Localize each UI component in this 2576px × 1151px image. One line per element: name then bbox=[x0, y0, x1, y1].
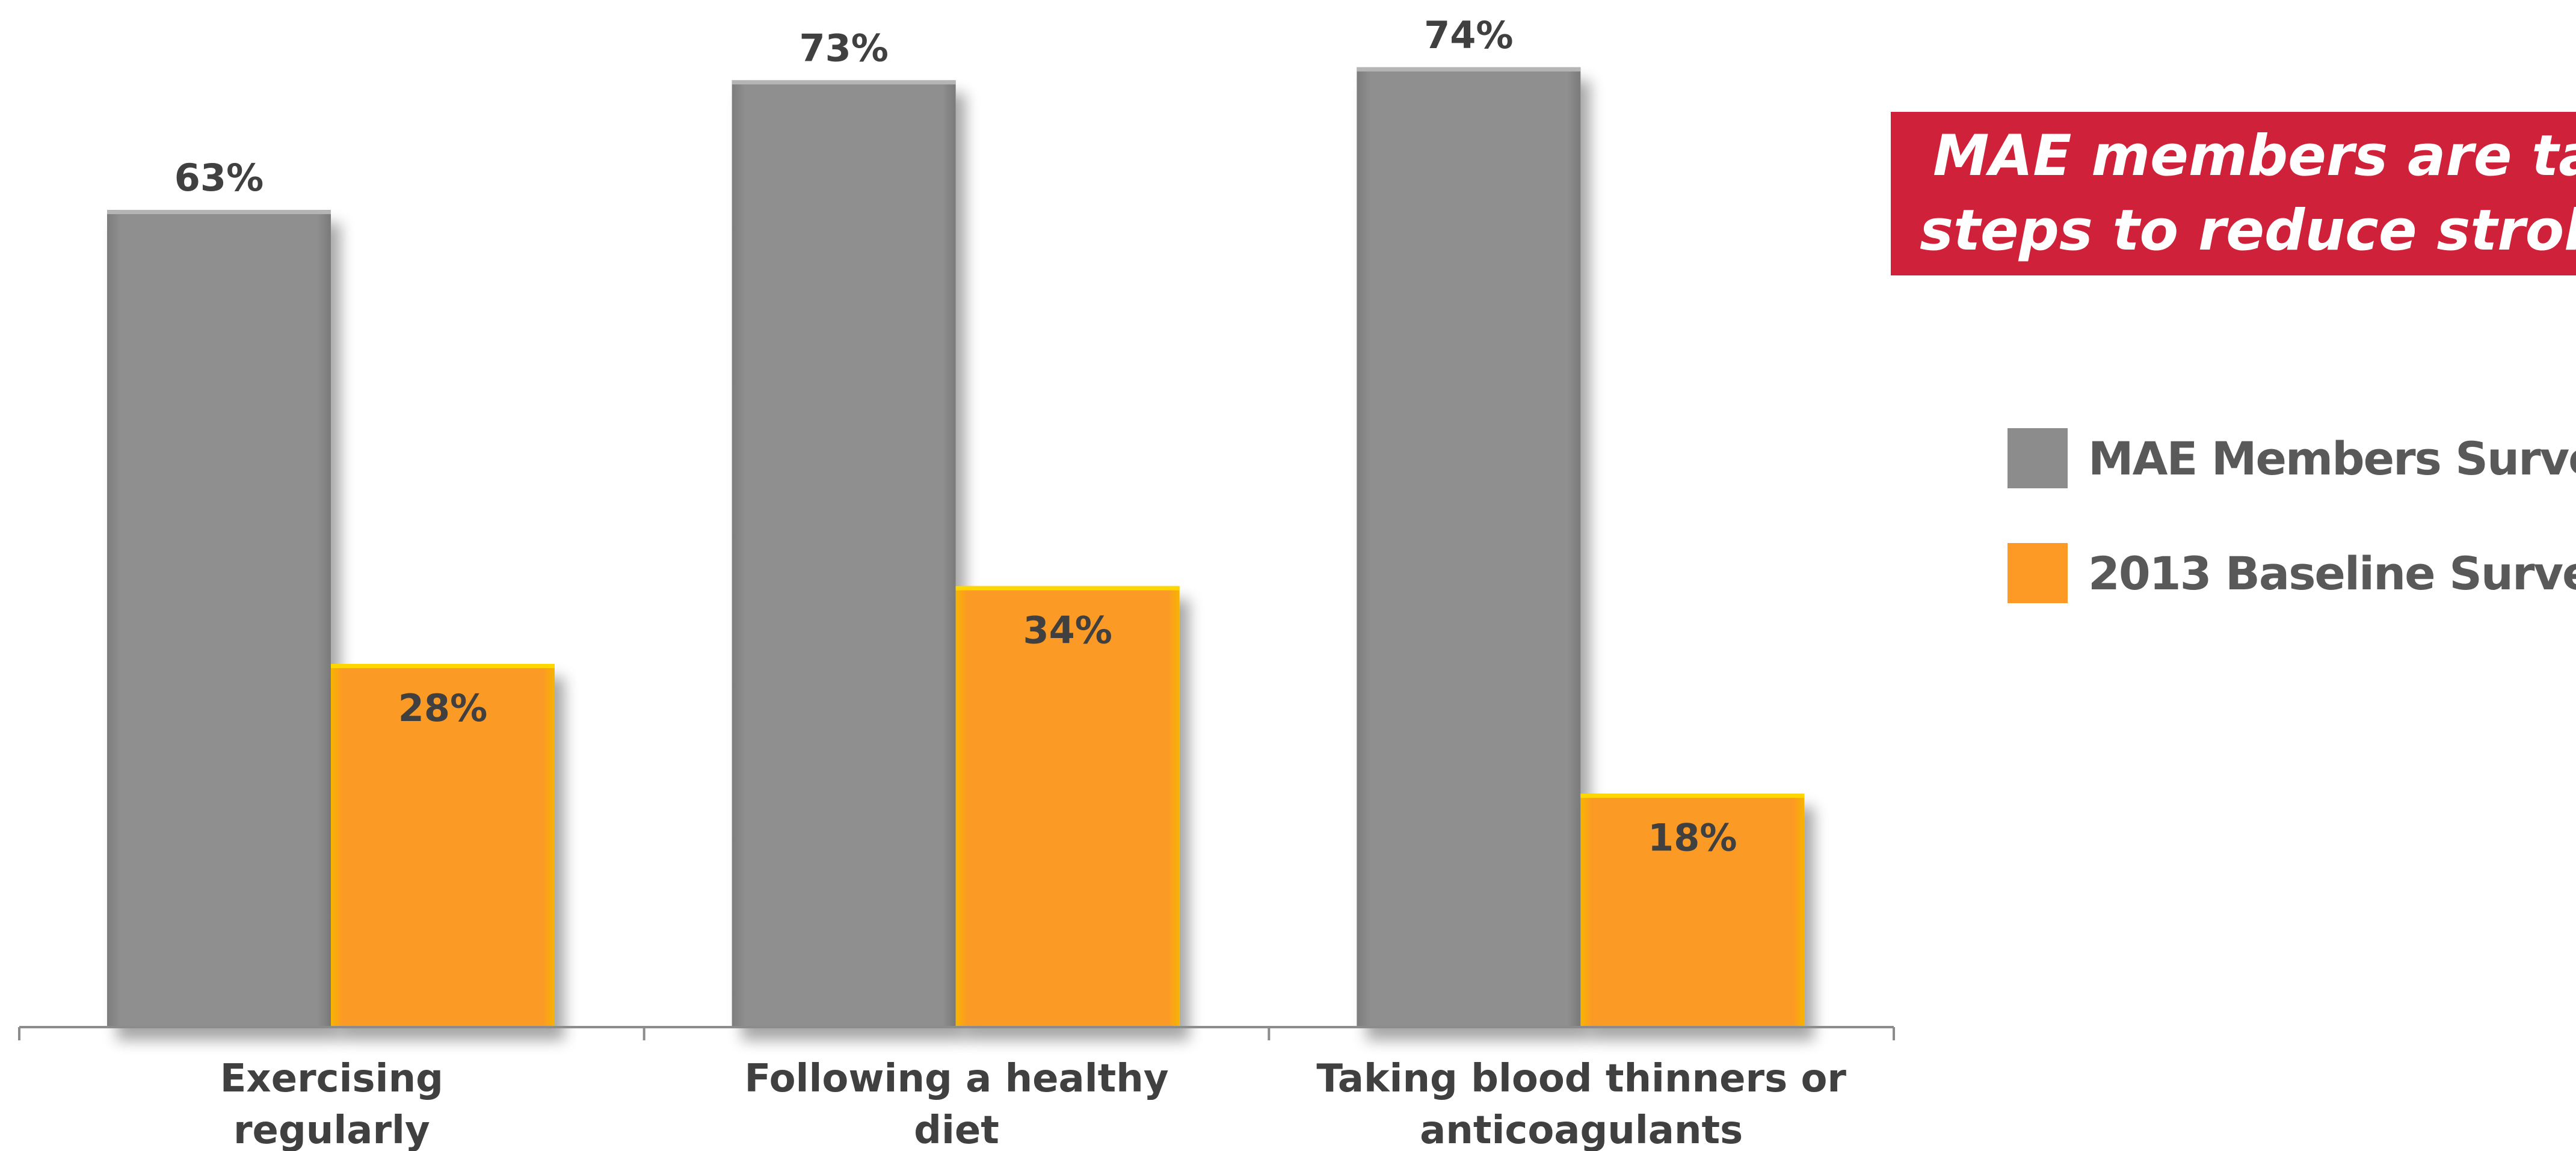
bar-mae-members bbox=[732, 80, 956, 1027]
callout-line-2: steps to reduce stroke risk bbox=[1920, 198, 2576, 263]
bar-top-edge bbox=[1357, 67, 1581, 72]
data-label: 63% bbox=[174, 156, 263, 200]
bar-top-edge bbox=[1580, 793, 1805, 798]
bar-mae-members bbox=[1357, 67, 1581, 1028]
bars-layer bbox=[107, 67, 1805, 1028]
category-labels-layer: Exercising regularly Following a healthy di… bbox=[220, 1057, 1847, 1151]
legend-item-mae-members: MAE Members Survey bbox=[2007, 428, 2576, 488]
data-label: 34% bbox=[1023, 609, 1112, 652]
bar-group bbox=[732, 80, 956, 1027]
bar-group bbox=[1357, 67, 1581, 1028]
bar-top-edge bbox=[107, 210, 331, 215]
category-label: diet bbox=[914, 1108, 999, 1151]
bar-2013-baseline bbox=[1580, 793, 1805, 1027]
callout-banner: MAE members are taking steps to reduce s… bbox=[1891, 112, 2576, 275]
legend-swatch-gray bbox=[2007, 428, 2068, 488]
category-label: Following a healthy bbox=[744, 1057, 1168, 1101]
bar-group bbox=[955, 586, 1180, 1027]
bar-top-edge bbox=[331, 664, 555, 669]
bar-2013-baseline bbox=[331, 664, 555, 1027]
bar-group bbox=[107, 210, 331, 1028]
bar-top-edge bbox=[732, 80, 956, 85]
bar-group bbox=[331, 664, 555, 1027]
category-label: anticoagulants bbox=[1420, 1108, 1743, 1151]
data-label: 18% bbox=[1648, 816, 1737, 860]
bar-2013-baseline bbox=[955, 586, 1180, 1027]
data-labels-layer: 63% 28% 73% 34% 74% 18% bbox=[174, 13, 1737, 860]
category-label: Taking blood thinners or bbox=[1316, 1057, 1846, 1101]
legend-label: 2013 Baseline Survey bbox=[2088, 546, 2576, 600]
legend-swatch-orange bbox=[2007, 543, 2068, 603]
bar-group bbox=[1580, 793, 1805, 1027]
category-label: Exercising bbox=[220, 1057, 443, 1101]
callout-line-1: MAE members are taking bbox=[1933, 123, 2576, 189]
bar-chart-svg: 63% 28% 73% 34% 74% 18% Exercising regularly Fo… bbox=[18, 13, 1895, 1151]
data-label: 73% bbox=[799, 26, 888, 70]
legend: MAE Members Survey 2013 Baseline Survey bbox=[2007, 428, 2576, 658]
bar-mae-members bbox=[107, 210, 331, 1028]
legend-item-2013-baseline: 2013 Baseline Survey bbox=[2007, 543, 2576, 603]
data-label: 28% bbox=[398, 686, 487, 730]
category-label: regularly bbox=[233, 1108, 430, 1151]
legend-label: MAE Members Survey bbox=[2088, 431, 2576, 485]
x-axis bbox=[18, 1026, 1895, 1040]
bar-top-edge bbox=[955, 586, 1180, 591]
data-label: 74% bbox=[1424, 13, 1513, 57]
